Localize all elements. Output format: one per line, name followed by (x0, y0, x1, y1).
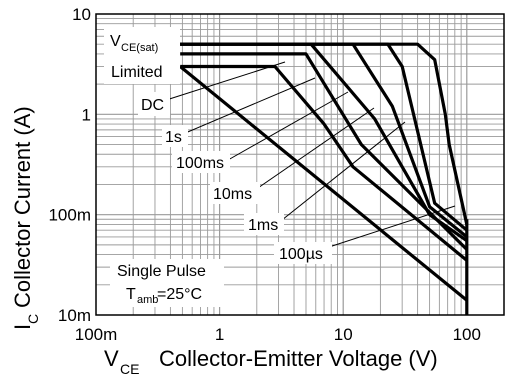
y-axis-title-main: I (10, 324, 35, 330)
y-axis-title-rest: Collector Current (A) (10, 106, 35, 308)
y-tick-label: 1 (82, 105, 91, 124)
s1-label-group: 1s (162, 125, 188, 147)
plot-frame (95, 13, 505, 316)
x-tick-label: 100m (75, 325, 118, 344)
x-tick-label: 10 (334, 325, 353, 344)
ms10-label-group: 10ms (210, 182, 260, 204)
vcesat-label-main: V (110, 33, 121, 50)
y-axis-title: I C Collector Current (A) (10, 106, 41, 330)
x-tick-label: 100 (453, 325, 481, 344)
single-pulse-label: Single Pulse (117, 263, 206, 280)
series-s1-line (180, 64, 468, 262)
tamb-label-sub: amb (137, 294, 158, 306)
y-tick-label: 100m (48, 206, 91, 225)
dc-leader-line (159, 61, 286, 103)
x-axis-title-rest: Collector-Emitter Voltage (V) (159, 346, 438, 371)
hundred-us-leader-line (325, 205, 456, 249)
x-axis-title-sub: CE (120, 361, 139, 377)
hundred-ms-leader-line (227, 91, 349, 161)
s1-label: 1s (165, 129, 182, 146)
series-ms100-line (180, 52, 468, 251)
dc-label-group: DC (138, 92, 170, 116)
limited-label: Limited (111, 64, 163, 81)
ms10-label: 10ms (213, 186, 252, 203)
ten-ms-leader-line (254, 107, 375, 191)
series-layer (179, 42, 469, 315)
leader-lines (159, 61, 456, 249)
vcesat-label-sub: CE(sat) (121, 42, 158, 54)
x-axis-title: V CE Collector-Emitter Voltage (V) (104, 346, 438, 377)
ms100-label-group: 100ms (172, 151, 230, 173)
y-tick-label: 10m (58, 306, 91, 325)
vcesat-limited-label: V CE(sat) Limited (104, 27, 180, 84)
ms1-label-group: 1ms (244, 213, 284, 235)
y-tick-label: 10 (72, 5, 91, 24)
x-tick-label: 1 (215, 325, 224, 344)
dc-label: DC (141, 97, 164, 114)
us100-label: 100µs (279, 246, 323, 263)
tamb-label-main: T (126, 286, 136, 303)
series-dc-line (179, 65, 468, 302)
tamb-label-rest: =25°C (157, 286, 202, 303)
ms100-label: 100ms (176, 155, 224, 172)
y-axis-title-sub: C (25, 314, 41, 324)
single-pulse-label-group: Single Pulse T amb =25°C (110, 259, 224, 307)
x-axis-title-main: V (104, 346, 119, 371)
ms1-label: 1ms (248, 217, 278, 234)
us100-label-group: 100µs (274, 242, 332, 264)
